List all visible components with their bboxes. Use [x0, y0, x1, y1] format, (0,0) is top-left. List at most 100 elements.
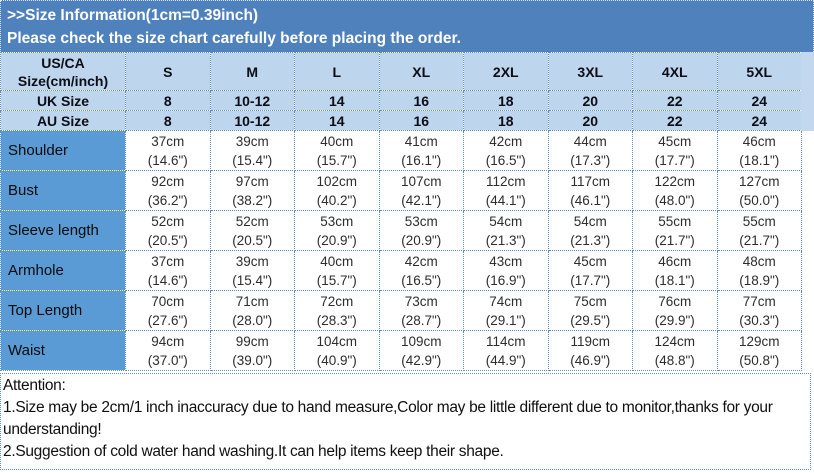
value-inch: (48.8") — [654, 352, 695, 368]
uk-size-label: UK Size — [0, 90, 126, 111]
value-cm: 39cm — [235, 253, 269, 269]
value-inch: (38.2") — [232, 192, 273, 208]
value-inch: (15.7") — [316, 272, 357, 288]
value-cm: 46cm — [658, 253, 692, 269]
value-cm: 124cm — [654, 333, 696, 349]
measurement-cell: 72cm (28.3") — [294, 290, 380, 331]
intl-size-cell: 20 — [547, 110, 633, 131]
value-inch: (18.1") — [739, 152, 780, 168]
value-cm: 43cm — [489, 253, 523, 269]
intl-size-cell: 20 — [547, 90, 633, 111]
measurement-cell: 55cm (21.7") — [632, 210, 718, 251]
value-cm: 76cm — [658, 293, 692, 309]
measurement-cell: 114cm (44.9") — [463, 330, 549, 371]
measurement-cell: 129cm (50.8") — [716, 330, 802, 371]
measurement-row: Bust 92cm (36.2") 97cm (38.2") 102cm (40.2") 10… — [0, 170, 802, 211]
value-inch: (21.7") — [654, 232, 695, 248]
value-cm: 72cm — [320, 293, 354, 309]
value-inch: (36.2") — [147, 192, 188, 208]
measurement-label: Shoulder — [0, 130, 126, 171]
intl-size-cell: 14 — [294, 90, 380, 111]
value-inch: (20.5") — [232, 232, 273, 248]
value-cm: 109cm — [400, 333, 442, 349]
measurement-cell: 46cm (18.1") — [716, 130, 802, 171]
size-col-header: 3XL — [547, 52, 633, 91]
measurement-cell: 53cm (20.9") — [294, 210, 380, 251]
value-cm: 41cm — [404, 133, 438, 149]
measurement-cell: 73cm (28.7") — [378, 290, 464, 331]
value-cm: 119cm — [570, 333, 611, 349]
au-size-row: AU Size 8 10-12 14 16 18 20 22 24 — [0, 110, 802, 131]
value-inch: (29.1") — [485, 312, 526, 328]
value-cm: 129cm — [738, 333, 780, 349]
measurement-cell: 48cm (18.9") — [716, 250, 802, 291]
measurement-cell: 71cm (28.0") — [209, 290, 295, 331]
value-cm: 94cm — [151, 333, 185, 349]
value-inch: (39.0") — [232, 352, 273, 368]
value-inch: (50.0") — [739, 192, 780, 208]
measurement-cell: 77cm (30.3") — [716, 290, 802, 331]
measurement-cell: 124cm (48.8") — [632, 330, 718, 371]
au-size-label: AU Size — [0, 110, 126, 131]
value-cm: 44cm — [573, 133, 607, 149]
intl-size-cell: 10-12 — [209, 110, 295, 131]
value-inch: (15.7") — [316, 152, 357, 168]
value-cm: 99cm — [235, 333, 269, 349]
value-cm: 45cm — [658, 133, 692, 149]
measurement-cell: 41cm (16.1") — [378, 130, 464, 171]
value-inch: (29.5") — [570, 312, 611, 328]
value-cm: 53cm — [320, 213, 354, 229]
measurement-label: Top Length — [0, 290, 126, 331]
measurement-cell: 39cm (15.4") — [209, 250, 295, 291]
measurement-label: Sleeve length — [0, 210, 126, 251]
measurement-row: Top Length 70cm (27.6") 71cm (28.0") 72cm (28.… — [0, 290, 802, 331]
measurement-cell: 42cm (16.5") — [378, 250, 464, 291]
intl-size-cell: 8 — [125, 90, 211, 111]
value-inch: (42.1") — [401, 192, 442, 208]
measurement-cell: 94cm (37.0") — [125, 330, 211, 371]
measurement-cell: 104cm (40.9") — [294, 330, 380, 371]
value-cm: 70cm — [151, 293, 185, 309]
value-cm: 75cm — [573, 293, 607, 309]
measurement-cell: 55cm (21.7") — [716, 210, 802, 251]
value-inch: (16.9") — [485, 272, 526, 288]
size-col-header: L — [294, 52, 380, 91]
title-banner: >>Size Information(1cm=0.39inch) Please … — [0, 0, 814, 52]
size-header-row: US/CA Size(cm/inch) S M L XL 2XL 3XL 4XL 5XL — [0, 52, 802, 91]
value-inch: (18.9") — [739, 272, 780, 288]
measurement-label: Waist — [0, 330, 126, 371]
measurement-cell: 76cm (29.9") — [632, 290, 718, 331]
value-inch: (28.7") — [401, 312, 442, 328]
intl-size-cell: 18 — [463, 110, 549, 131]
value-cm: 73cm — [404, 293, 438, 309]
intl-size-cell: 24 — [716, 90, 802, 111]
value-inch: (18.1") — [654, 272, 695, 288]
value-cm: 112cm — [485, 173, 526, 189]
value-inch: (46.9") — [570, 352, 611, 368]
value-cm: 74cm — [489, 293, 523, 309]
value-inch: (48.0") — [654, 192, 695, 208]
value-inch: (16.1") — [401, 152, 442, 168]
value-cm: 92cm — [151, 173, 185, 189]
intl-size-cell: 8 — [125, 110, 211, 131]
measurement-label: Armhole — [0, 250, 126, 291]
measurement-cell: 52cm (20.5") — [125, 210, 211, 251]
intl-size-cell: 22 — [632, 110, 718, 131]
value-cm: 77cm — [742, 293, 776, 309]
value-inch: (16.5") — [485, 152, 526, 168]
measurement-cell: 45cm (17.7") — [632, 130, 718, 171]
value-inch: (40.9") — [316, 352, 357, 368]
measurement-cell: 46cm (18.1") — [632, 250, 718, 291]
measurement-cell: 119cm (46.9") — [547, 330, 633, 371]
corner-line1: US/CA — [41, 54, 85, 71]
value-cm: 117cm — [570, 173, 611, 189]
measurement-row: Sleeve length 52cm (20.5") 52cm (20.5") 53cm (… — [0, 210, 802, 251]
measurement-cell: 97cm (38.2") — [209, 170, 295, 211]
measurement-cell: 92cm (36.2") — [125, 170, 211, 211]
value-cm: 45cm — [573, 253, 607, 269]
measurement-row: Shoulder 37cm (14.6") 39cm (15.4") 40cm (15.7"… — [0, 130, 802, 171]
measurement-row: Armhole 37cm (14.6") 39cm (15.4") 40cm (15.7")… — [0, 250, 802, 291]
intl-size-cell: 22 — [632, 90, 718, 111]
value-inch: (21.3") — [485, 232, 526, 248]
value-inch: (44.1") — [485, 192, 526, 208]
